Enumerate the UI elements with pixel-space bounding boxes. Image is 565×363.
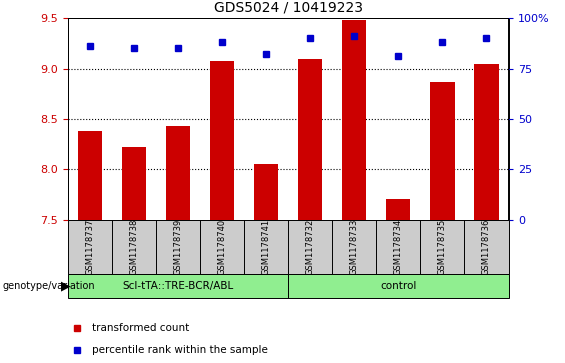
Text: Scl-tTA::TRE-BCR/ABL: Scl-tTA::TRE-BCR/ABL [123,281,233,291]
Text: GSM1178739: GSM1178739 [173,219,182,275]
Text: ▶: ▶ [61,280,71,293]
Bar [342,20,366,220]
Bar [122,147,146,220]
Text: transformed count: transformed count [92,323,189,333]
Bar [68,274,288,298]
Text: control: control [380,281,416,291]
Bar [298,60,322,220]
Text: genotype/variation: genotype/variation [3,281,95,291]
Text: GSM1178738: GSM1178738 [129,219,138,275]
Text: GSM1178735: GSM1178735 [438,219,447,275]
Text: GSM1178732: GSM1178732 [306,219,315,275]
Text: GSM1178734: GSM1178734 [394,219,403,275]
Text: GSM1178741: GSM1178741 [262,219,271,275]
Bar [210,61,234,220]
Text: GSM1178736: GSM1178736 [482,219,491,275]
Bar [475,65,498,220]
Bar [166,126,190,220]
Title: GDS5024 / 10419223: GDS5024 / 10419223 [214,0,363,14]
Bar [288,274,508,298]
Text: percentile rank within the sample: percentile rank within the sample [92,345,268,355]
Bar [386,199,410,220]
Text: GSM1178737: GSM1178737 [85,219,94,275]
Bar [78,131,102,220]
Text: GSM1178740: GSM1178740 [218,219,227,275]
Bar [431,82,454,220]
Bar [254,164,278,220]
Text: GSM1178733: GSM1178733 [350,219,359,275]
